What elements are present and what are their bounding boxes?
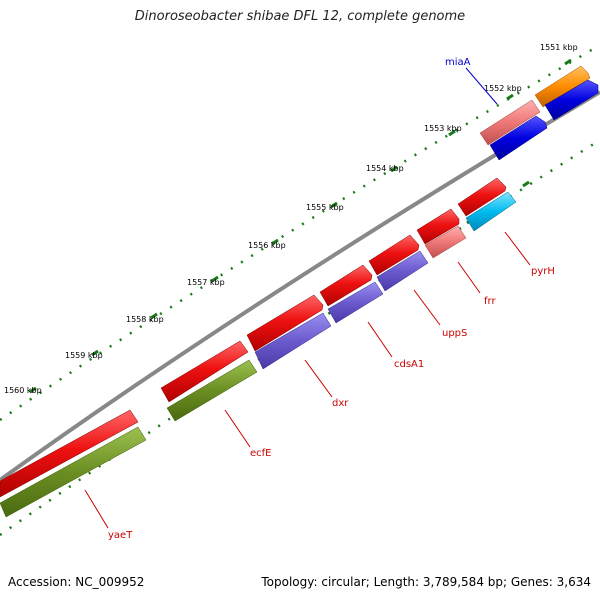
- major-tick: [150, 312, 158, 320]
- gene-label-cdsA1[interactable]: cdsA1: [394, 359, 424, 370]
- major-tick: [564, 58, 572, 66]
- gene-feature[interactable]: [424, 225, 467, 259]
- gene-feature[interactable]: [327, 281, 384, 324]
- gene-label-yaeT[interactable]: yaeT: [108, 530, 133, 541]
- tick-label: 1556 kbp: [248, 241, 286, 250]
- gene-feature[interactable]: [457, 177, 507, 217]
- tick-label: 1557 kbp: [187, 278, 225, 287]
- gene-feature[interactable]: [489, 115, 548, 161]
- leader-line: [504, 231, 531, 266]
- tick-label: 1552 kbp: [484, 84, 522, 93]
- gene-label-pyrH[interactable]: pyrH: [531, 266, 555, 277]
- tick-label: 1559 kbp: [65, 351, 103, 360]
- gene-label-ecfE[interactable]: ecfE: [250, 448, 272, 459]
- gene-feature[interactable]: [254, 312, 332, 370]
- reverse-strand-genes: [0, 79, 599, 518]
- gene-label-uppS[interactable]: uppS: [442, 328, 467, 339]
- major-tick: [522, 180, 530, 188]
- major-tick: [506, 93, 514, 101]
- major-tick: [448, 129, 456, 137]
- gene-label-miaA[interactable]: miaA: [445, 57, 471, 68]
- leader-line: [224, 409, 251, 448]
- gene-feature[interactable]: [368, 234, 420, 276]
- gene-feature[interactable]: [376, 250, 429, 292]
- gene-feature[interactable]: [479, 99, 541, 146]
- tick-label: 1560 kbp: [4, 386, 42, 395]
- gene-feature[interactable]: [0, 409, 139, 498]
- gene-labels: miaA pyrH frr uppS cdsA1 dxr ecfE yaeT: [108, 57, 555, 541]
- tick-label: 1553 kbp: [424, 124, 462, 133]
- major-tick: [390, 165, 398, 173]
- forward-strand-genes: [0, 65, 591, 498]
- tick-label: 1558 kbp: [126, 315, 164, 324]
- outer-tick-ring: [0, 43, 600, 422]
- major-tick: [29, 386, 37, 394]
- major-tick: [211, 275, 219, 283]
- gene-feature[interactable]: [166, 359, 258, 422]
- leader-line: [304, 359, 333, 398]
- accession-text: Accession: NC_009952: [8, 575, 145, 589]
- tick-label: 1554 kbp: [366, 164, 404, 173]
- tick-labels: 1551 kbp 1552 kbp 1553 kbp 1554 kbp 1555…: [4, 43, 578, 395]
- gene-label-dxr[interactable]: dxr: [332, 398, 349, 409]
- leader-line: [84, 489, 109, 529]
- tick-label: 1555 kbp: [306, 203, 344, 212]
- map-title: Dinoroseobacter shibae DFL 12, complete …: [134, 9, 466, 24]
- gene-feature[interactable]: [544, 79, 599, 121]
- gene-feature[interactable]: [160, 340, 249, 403]
- major-tick: [271, 238, 279, 246]
- tick-label: 1551 kbp: [540, 43, 578, 52]
- gene-feature[interactable]: [319, 264, 373, 307]
- major-tick: [330, 201, 338, 209]
- gene-feature[interactable]: [534, 65, 591, 108]
- leader-line: [413, 289, 441, 326]
- leader-line: [457, 261, 481, 294]
- gene-label-frr[interactable]: frr: [484, 296, 496, 307]
- label-leaders: [84, 67, 531, 529]
- genome-summary-text: Topology: circular; Length: 3,789,584 bp…: [261, 575, 591, 589]
- leader-line: [465, 67, 498, 105]
- major-tick: [91, 349, 99, 357]
- gene-feature[interactable]: [416, 208, 460, 245]
- gene-feature[interactable]: [246, 294, 324, 352]
- gene-feature[interactable]: [465, 191, 517, 232]
- leader-line: [367, 321, 393, 358]
- gene-feature[interactable]: [0, 426, 147, 518]
